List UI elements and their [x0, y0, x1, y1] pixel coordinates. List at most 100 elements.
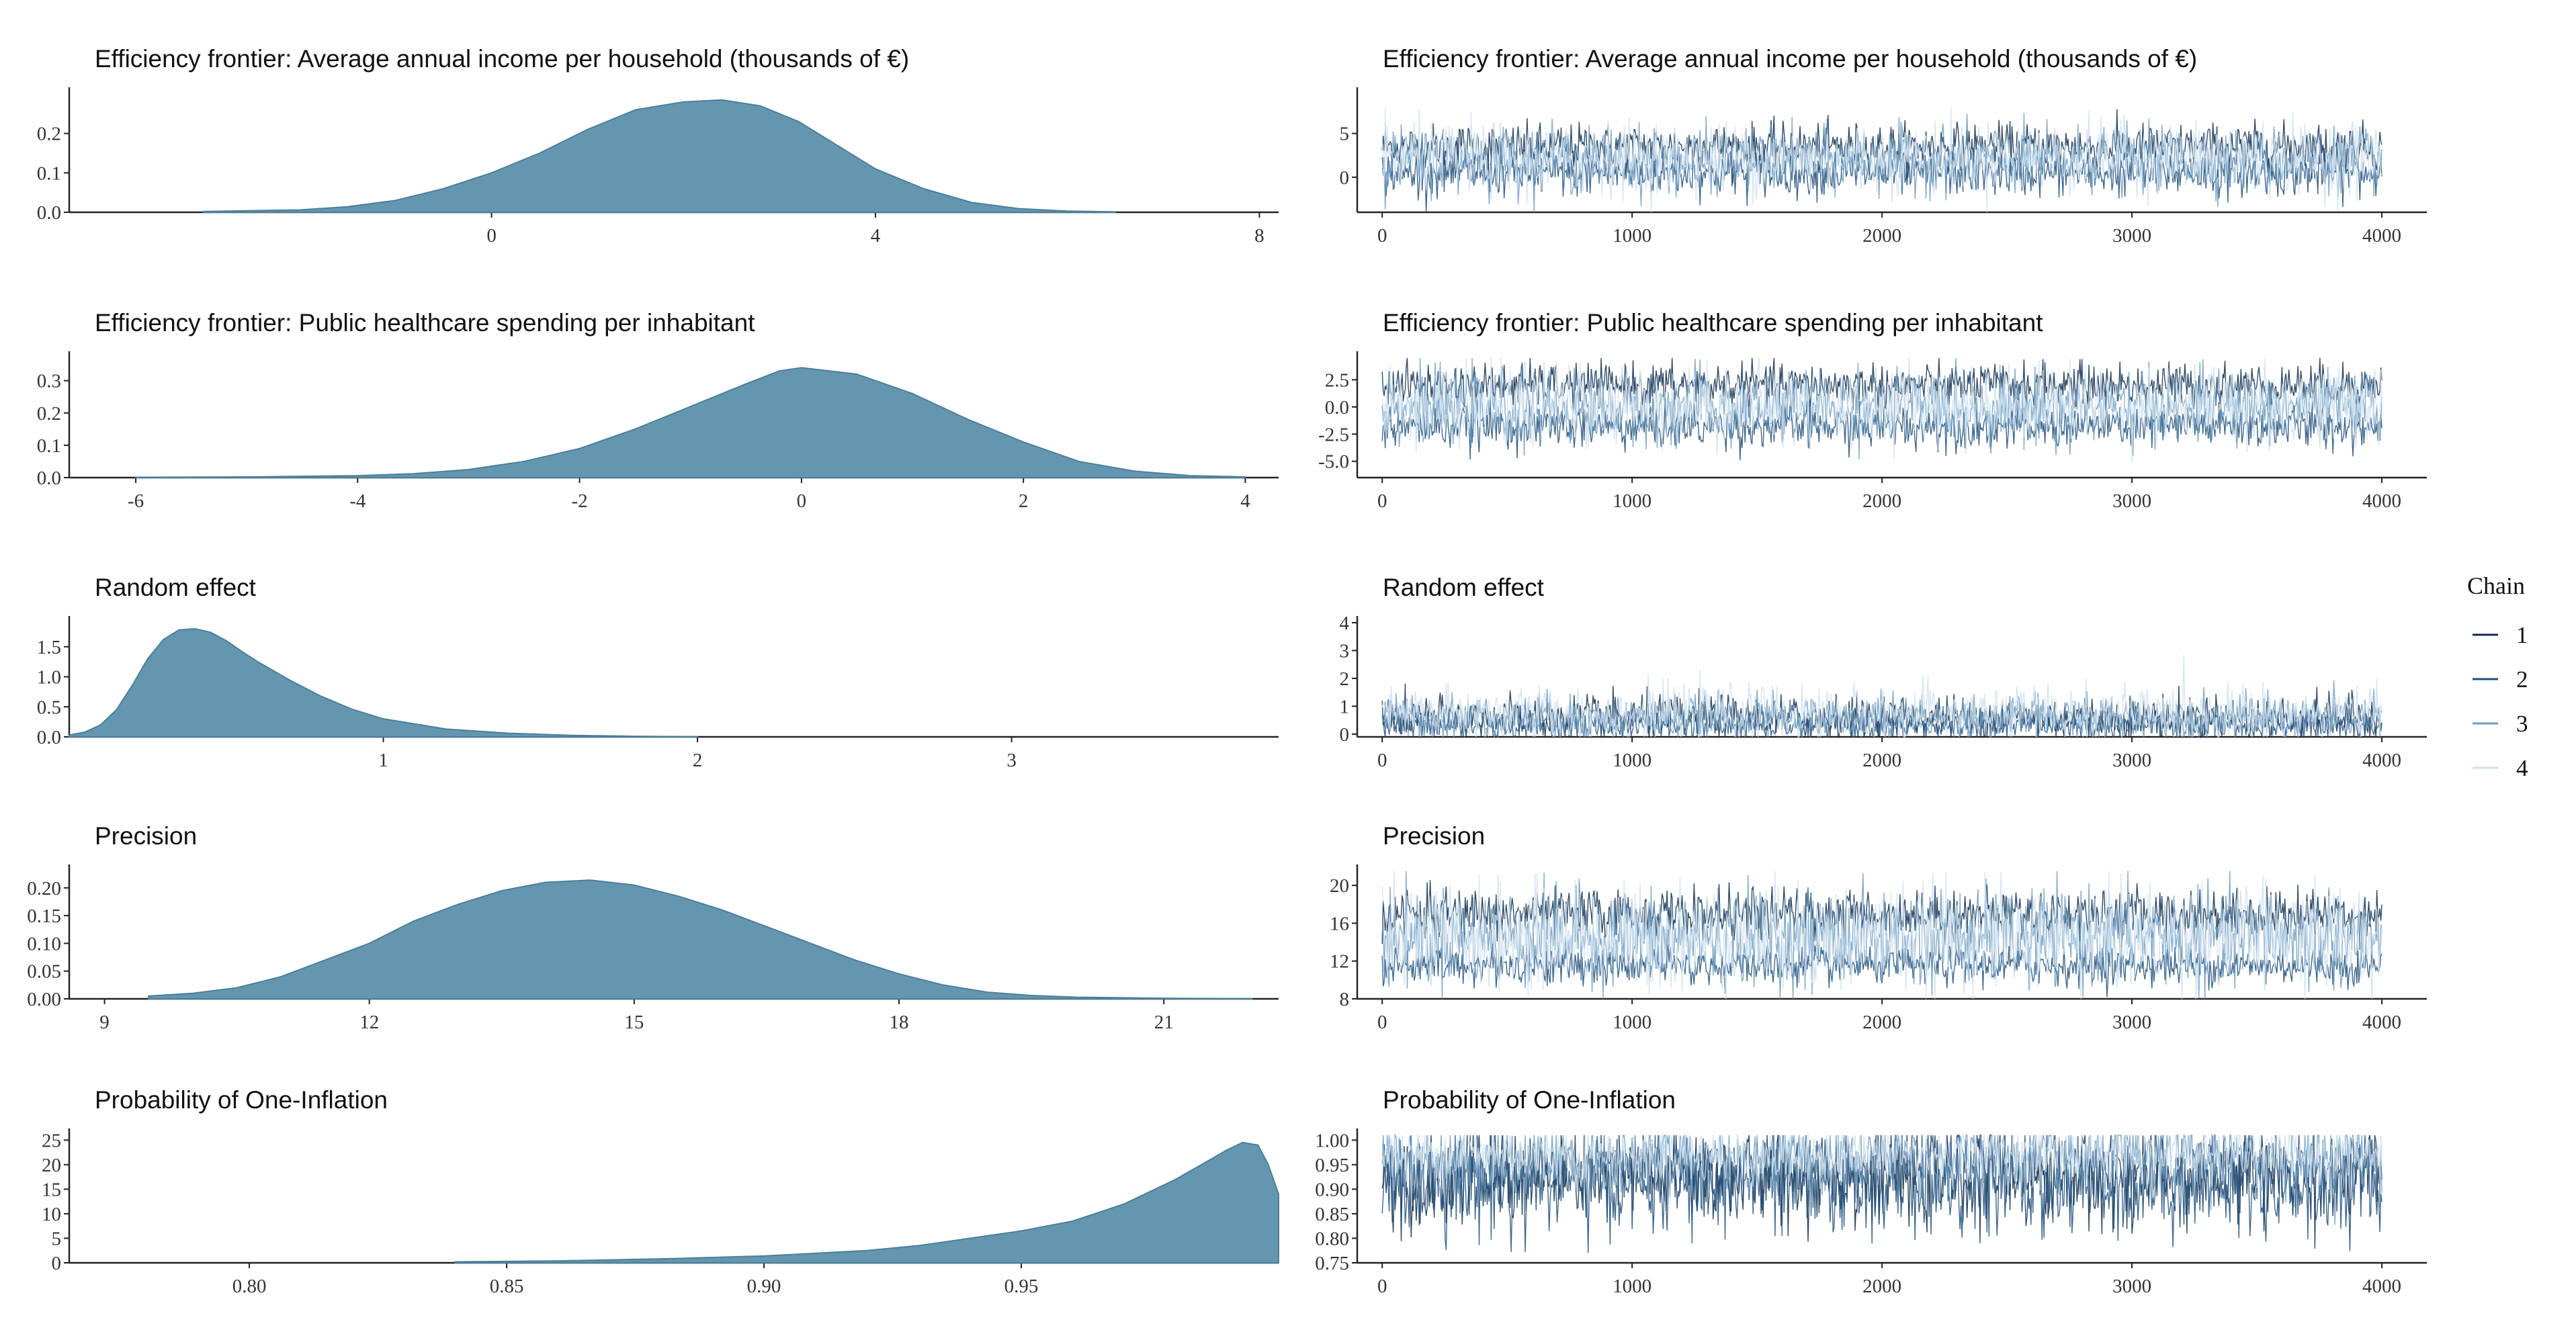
y-tick-label: 0.10	[27, 933, 61, 955]
y-tick-label: 12	[1330, 951, 1349, 973]
density-area	[69, 627, 699, 738]
x-tick-label: 0.80	[232, 1276, 267, 1297]
y-tick-label: 0.05	[27, 961, 61, 983]
density-area	[135, 367, 1246, 478]
panel-title: Random effect	[1383, 574, 1545, 601]
y-tick-label: -2.5	[1318, 424, 1349, 445]
trace-line-chain-4	[1381, 357, 2382, 463]
y-tick-label: 1.00	[1315, 1130, 1349, 1151]
y-tick-label: 0.75	[1315, 1253, 1349, 1274]
x-tick-label: 18	[890, 1012, 909, 1033]
trace-plot-panel: Random effect 0 1 2 3 4 0 1000 2000 3000 4000	[1340, 574, 2427, 771]
x-tick-label: 1000	[1613, 1012, 1651, 1033]
y-tick-label: -5.0	[1318, 451, 1349, 473]
x-tick-label: 4	[871, 225, 881, 247]
y-tick-label: 20	[1330, 875, 1349, 897]
panel-title: Probability of One-Inflation	[95, 1086, 388, 1114]
x-tick-label: 2000	[1862, 225, 1901, 247]
x-tick-label: 3000	[2112, 1276, 2151, 1297]
x-tick-label: 0	[797, 490, 807, 512]
x-tick-label: 1000	[1613, 1276, 1651, 1297]
y-tick-label: 0	[1340, 167, 1350, 189]
x-tick-label: 2000	[1862, 490, 1901, 512]
x-tick-label: 2	[1019, 490, 1029, 512]
legend-label-chain-4: 4	[2516, 755, 2528, 781]
x-tick-label: 3000	[2112, 750, 2151, 771]
y-tick-label: 1.0	[37, 667, 61, 689]
y-tick-label: 0.0	[37, 202, 61, 224]
x-tick-label: 1	[378, 750, 388, 771]
x-tick-label: -4	[349, 490, 366, 512]
y-tick-label: 0.0	[1325, 397, 1349, 418]
y-tick-label: 0	[52, 1253, 62, 1274]
trace-plot-panel: Probability of One-Inflation 0.75 0.80 0.85…	[1315, 1086, 2427, 1297]
y-tick-label: 5	[52, 1228, 62, 1249]
panel-title: Efficiency frontier: Average annual inco…	[95, 45, 909, 73]
y-tick-label: 0	[1340, 724, 1350, 746]
y-tick-label: 2.5	[1325, 369, 1349, 391]
x-tick-label: 2000	[1862, 1012, 1901, 1033]
y-tick-label: 0.0	[37, 468, 61, 489]
x-tick-label: -6	[128, 490, 144, 512]
y-tick-label: 5	[1340, 124, 1350, 145]
x-tick-label: 0	[1377, 1276, 1387, 1297]
legend-label-chain-3: 3	[2516, 711, 2528, 737]
trace-line-chain-2	[1381, 1133, 2382, 1253]
y-tick-label: 0.85	[1315, 1204, 1349, 1225]
y-tick-label: 0.1	[37, 435, 61, 457]
y-tick-label: 0.5	[37, 697, 61, 718]
x-tick-label: 0	[1377, 750, 1387, 771]
y-tick-label: 1.5	[37, 637, 61, 658]
panel-title: Efficiency frontier: Average annual inco…	[1383, 45, 2197, 73]
chain-legend: Chain 1 2 3 4	[2467, 572, 2528, 781]
y-tick-label: 0.15	[27, 905, 61, 927]
y-tick-label: 4	[1340, 613, 1350, 634]
y-tick-label: 2	[1340, 668, 1350, 690]
density-plot-panel: Probability of One-Inflation 0 5 10 15 20 25 0.…	[42, 1086, 1279, 1297]
density-plot-panel: Random effect 0.0 0.5 1.0 1.5 1 2 3	[37, 574, 1279, 771]
x-tick-label: 1000	[1613, 750, 1651, 771]
density-area	[203, 99, 1117, 213]
panel-title: Random effect	[95, 574, 257, 601]
trace-line-chain-4	[1381, 871, 2382, 1000]
y-tick-label: 0.1	[37, 163, 61, 184]
x-tick-label: 12	[359, 1012, 379, 1033]
x-tick-label: 0	[1377, 490, 1387, 512]
y-tick-label: 16	[1330, 913, 1349, 934]
x-tick-label: -2	[572, 490, 588, 512]
panel-title: Efficiency frontier: Public healthcare s…	[95, 309, 755, 337]
y-tick-label: 20	[42, 1155, 61, 1176]
x-tick-label: 0.90	[747, 1276, 781, 1297]
x-tick-label: 4000	[2362, 1276, 2401, 1297]
panel-title: Probability of One-Inflation	[1383, 1086, 1676, 1114]
x-tick-label: 1000	[1613, 225, 1651, 247]
y-tick-label: 25	[42, 1130, 61, 1151]
x-tick-label: 3000	[2112, 225, 2151, 247]
x-tick-label: 15	[624, 1012, 644, 1033]
trace-plot-panel: Efficiency frontier: Public healthcare s…	[1318, 309, 2427, 512]
x-tick-label: 4000	[2362, 225, 2401, 247]
density-plot-panel: Efficiency frontier: Average annual inco…	[37, 45, 1279, 247]
y-tick-label: 8	[1340, 989, 1350, 1010]
x-tick-label: 0	[1377, 1012, 1387, 1033]
legend-label-chain-1: 1	[2516, 622, 2528, 648]
x-tick-label: 8	[1254, 225, 1264, 247]
y-tick-label: 3	[1340, 640, 1350, 662]
y-tick-label: 0.2	[37, 403, 61, 425]
density-plot-panel: Efficiency frontier: Public healthcare s…	[37, 309, 1279, 512]
x-tick-label: 4000	[2362, 490, 2401, 512]
y-tick-label: 0.0	[37, 727, 61, 748]
x-tick-label: 0	[1377, 225, 1387, 247]
y-tick-label: 10	[42, 1204, 61, 1225]
x-tick-label: 3000	[2112, 490, 2151, 512]
panel-title: Precision	[1383, 822, 1485, 850]
trace-plot-panel: Efficiency frontier: Average annual inco…	[1340, 45, 2427, 247]
legend-label-chain-2: 2	[2516, 666, 2528, 693]
y-tick-label: 0.90	[1315, 1179, 1349, 1200]
y-tick-label: 1	[1340, 696, 1350, 717]
density-area	[148, 879, 1253, 1000]
x-tick-label: 2	[693, 750, 703, 771]
y-tick-label: 0.00	[27, 989, 61, 1010]
x-tick-label: 4	[1240, 490, 1250, 512]
